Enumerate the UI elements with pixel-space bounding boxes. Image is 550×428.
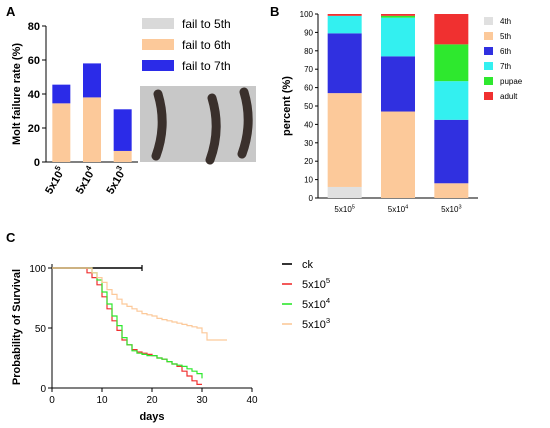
- panel-a-legend-label: fail to 5th: [182, 17, 231, 31]
- panel-b-bar-segment: [327, 93, 362, 187]
- panel-b-y-tick-label: 60: [304, 84, 313, 93]
- survival-line-5x10-4: [52, 267, 203, 379]
- panel-a-chart: 0 20 40 60 80 Molt failure rate (%) 5x1055x104…: [11, 17, 256, 196]
- panel-b-bar-segment: [434, 44, 469, 82]
- panel-c-chart: 0 50 100 0 10 20 30 40 days Probability of Surviv…: [11, 259, 331, 423]
- panel-c-y-tick-label: 100: [29, 264, 46, 275]
- panel-a-legend-swatch: [142, 18, 174, 29]
- panel-b-legend-label: 5th: [500, 32, 511, 41]
- panel-c-x-axis-label: days: [139, 411, 164, 423]
- panel-b-bar-segment: [381, 14, 415, 16]
- panel-a-y-tick-label: 80: [28, 21, 40, 33]
- panel-b-legend-swatch: [484, 47, 493, 55]
- panel-a-x-tick-label: 5x104: [71, 163, 99, 196]
- panel-b-y-tick-label: 30: [304, 139, 313, 148]
- panel-c-y-tick-label: 50: [35, 324, 47, 335]
- survival-line-5x10-5: [52, 267, 202, 385]
- panel-b-y-tick-label: 70: [304, 65, 313, 74]
- panel-b-legend-label: 6th: [500, 47, 511, 56]
- panel-b-y-tick-label: 50: [304, 102, 313, 111]
- panel-b-bar-segment: [434, 119, 469, 184]
- panel-b-y-tick-label: 0: [309, 194, 314, 203]
- larva-shape: [237, 87, 253, 159]
- panel-b-x-tick-label: 5x105: [334, 204, 354, 214]
- panel-b-bar-segment: [381, 15, 415, 18]
- panel-b-legend-label: 7th: [500, 62, 511, 71]
- panel-c-y-tick-label: 0: [40, 384, 46, 395]
- panel-b-bar-segment: [327, 33, 362, 94]
- panel-a-y-tick-label: 60: [28, 55, 40, 67]
- panel-c-x-tick-label: 0: [49, 395, 55, 406]
- panel-a-bar-segment: [113, 150, 132, 162]
- panel-b-y-tick-label: 100: [300, 10, 314, 19]
- panel-b-letter: B: [270, 4, 279, 19]
- panel-b-bar-segment: [381, 111, 415, 198]
- panel-a-bar-segment: [113, 109, 132, 151]
- panel-b-y-tick-label: 90: [304, 28, 313, 37]
- panel-b-y-tick-label: 20: [304, 157, 313, 166]
- panel-b-bar-segment: [434, 81, 469, 120]
- panel-a-bar-segment: [52, 84, 71, 104]
- panel-c-legend-label: 5x105: [302, 276, 330, 291]
- panel-a-bar-segment: [83, 63, 101, 98]
- panel-a-legend-swatch: [142, 39, 174, 50]
- panel-b-y-tick-label: 10: [304, 176, 313, 185]
- panel-c-legend-label: 5x103: [302, 316, 330, 331]
- survival-line-5x10-3: [52, 267, 227, 341]
- panel-b-bar-segment: [381, 17, 415, 57]
- panel-b-bar-segment: [327, 14, 362, 16]
- panel-a-y-tick-label: 0: [34, 157, 40, 169]
- panel-a-bar-segment: [52, 103, 71, 162]
- larva-shape: [151, 89, 167, 161]
- panel-b-legend-label: 4th: [500, 17, 511, 26]
- panel-a-legend-swatch: [142, 60, 174, 71]
- panel-a-legend-label: fail to 6th: [182, 38, 231, 52]
- panel-a-letter: A: [6, 4, 16, 19]
- larva-shape: [205, 93, 221, 165]
- panel-b-legend-label: pupae: [500, 77, 523, 86]
- panel-a-y-axis-label: Molt failure rate (%): [11, 43, 23, 145]
- panel-b-bar-segment: [434, 14, 469, 45]
- panel-b-y-tick-label: 80: [304, 47, 313, 56]
- panel-b-y-tick-label: 40: [304, 120, 313, 129]
- panel-c-legend-label: ck: [302, 259, 314, 271]
- panel-c-legend-label: 5x104: [302, 296, 331, 311]
- panel-b-legend-swatch: [484, 92, 493, 100]
- panel-b-legend-label: adult: [500, 92, 518, 101]
- panel-c-x-tick-label: 40: [246, 395, 258, 406]
- panel-a-y-tick-label: 40: [28, 89, 40, 101]
- panel-b-bar-segment: [327, 15, 362, 34]
- panel-b-legend-swatch: [484, 77, 493, 85]
- panel-b-bar-segment: [381, 56, 415, 112]
- panel-b-y-axis-label: percent (%): [281, 76, 293, 136]
- panel-b-chart: 0 10 20 30 40 50 60 70 80 90 100 percent (%) 5x105 5x…: [281, 10, 523, 214]
- panel-c-x-tick-label: 10: [96, 395, 108, 406]
- panel-c-letter: C: [6, 230, 16, 245]
- panel-b-bar-segment: [327, 186, 362, 198]
- panel-c-y-axis-label: Probability of Survival: [11, 269, 23, 385]
- panel-b-bar-segment: [434, 183, 469, 198]
- panel-a-bar-segment: [83, 97, 101, 162]
- panel-b-legend-swatch: [484, 32, 493, 40]
- panel-b-legend-swatch: [484, 17, 493, 25]
- panel-a-legend-label: fail to 7th: [182, 59, 231, 73]
- panel-a-y-tick-label: 20: [28, 123, 40, 135]
- panel-c-x-tick-label: 20: [146, 395, 158, 406]
- panel-c-x-tick-label: 30: [196, 395, 208, 406]
- panel-b-legend-swatch: [484, 62, 493, 70]
- panel-b-x-tick-label: 5x104: [388, 204, 408, 214]
- panel-b-x-tick-label: 5x103: [441, 204, 461, 214]
- panel-a-x-tick-label: 5x103: [102, 164, 129, 196]
- panel-a-x-tick-label: 5x105: [41, 163, 69, 196]
